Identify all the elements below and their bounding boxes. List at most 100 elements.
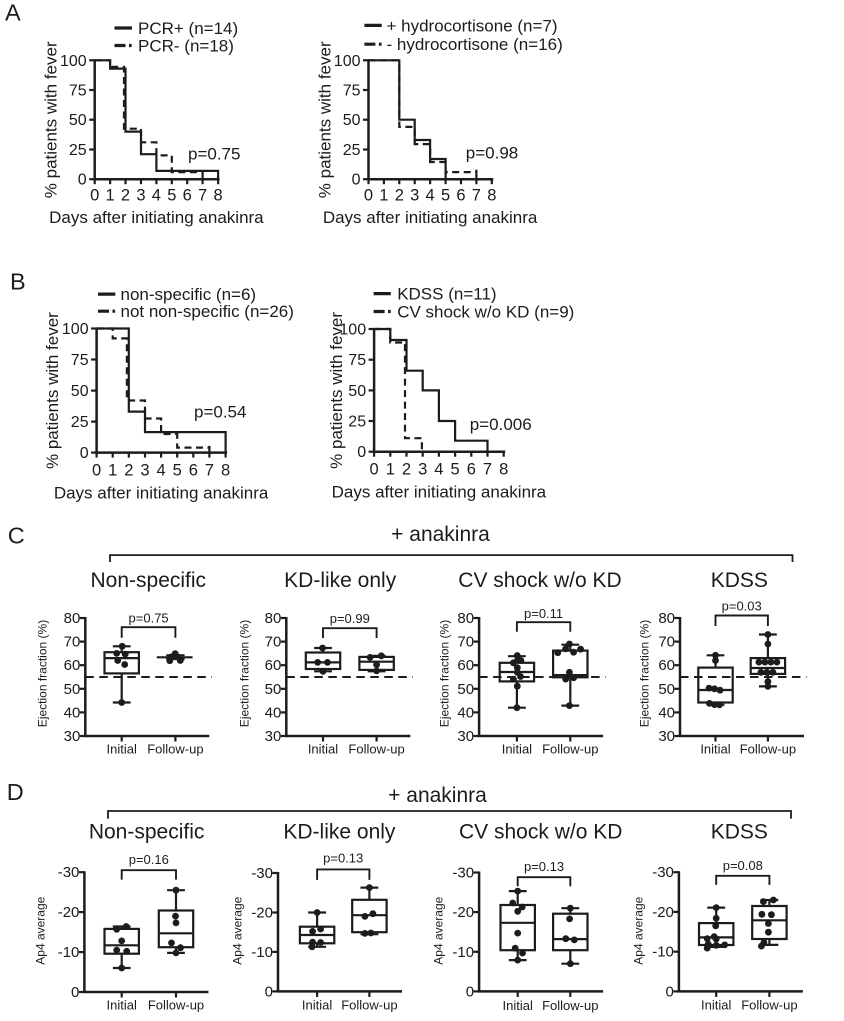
svg-text:Follow-up: Follow-up: [341, 998, 397, 1013]
svg-text:Ap4 average: Ap4 average: [432, 896, 446, 964]
svg-text:+ anakinra: + anakinra: [391, 523, 490, 546]
svg-text:25: 25: [69, 142, 87, 159]
svg-text:80: 80: [457, 610, 474, 627]
svg-text:Ap4 average: Ap4 average: [34, 896, 48, 964]
svg-text:0: 0: [666, 983, 674, 1000]
svg-text:70: 70: [658, 634, 675, 651]
svg-text:2: 2: [124, 462, 133, 480]
svg-text:6: 6: [467, 461, 476, 479]
svg-text:p=0.99: p=0.99: [330, 611, 370, 626]
svg-text:p=0.13: p=0.13: [323, 851, 363, 866]
svg-text:A: A: [5, 0, 21, 26]
svg-text:p=0.08: p=0.08: [723, 858, 763, 873]
svg-text:Initial: Initial: [502, 742, 532, 757]
svg-text:- hydrocortisone (n=16): - hydrocortisone (n=16): [387, 35, 563, 54]
svg-text:Ap4 average: Ap4 average: [231, 896, 245, 964]
svg-text:4: 4: [152, 187, 161, 205]
svg-text:Days after initiating anakinra: Days after initiating anakinra: [54, 484, 269, 503]
svg-text:80: 80: [64, 610, 81, 627]
svg-text:75: 75: [71, 352, 89, 369]
svg-text:3: 3: [136, 187, 145, 205]
svg-text:KD-like only: KD-like only: [284, 569, 397, 592]
svg-text:5: 5: [167, 187, 176, 205]
svg-text:40: 40: [658, 704, 675, 721]
svg-text:80: 80: [265, 610, 282, 627]
svg-text:Ejection fraction (%): Ejection fraction (%): [638, 620, 652, 727]
svg-text:70: 70: [64, 634, 81, 651]
svg-text:-30: -30: [251, 865, 273, 882]
svg-text:75: 75: [69, 83, 87, 100]
svg-text:-20: -20: [58, 904, 80, 921]
svg-text:Follow-up: Follow-up: [147, 742, 203, 757]
svg-text:50: 50: [71, 383, 89, 400]
svg-text:50: 50: [457, 681, 474, 698]
svg-text:KDSS (n=11): KDSS (n=11): [397, 285, 496, 304]
svg-text:6: 6: [183, 187, 192, 205]
svg-text:40: 40: [265, 704, 282, 721]
svg-text:B: B: [10, 268, 26, 294]
svg-text:60: 60: [457, 657, 474, 674]
svg-text:4: 4: [157, 462, 166, 480]
svg-text:5: 5: [441, 187, 450, 205]
svg-text:-30: -30: [452, 865, 474, 882]
svg-text:60: 60: [658, 657, 675, 674]
svg-text:70: 70: [265, 634, 282, 651]
svg-text:30: 30: [265, 728, 282, 745]
svg-text:80: 80: [658, 610, 675, 627]
svg-text:Non-specific: Non-specific: [91, 569, 207, 592]
svg-text:Initial: Initial: [503, 998, 533, 1013]
svg-text:-20: -20: [652, 904, 674, 921]
svg-text:Initial: Initial: [302, 998, 332, 1013]
svg-text:-10: -10: [452, 944, 474, 961]
svg-text:non-specific (n=6): non-specific (n=6): [121, 285, 257, 304]
svg-text:7: 7: [205, 462, 214, 480]
svg-text:50: 50: [348, 383, 366, 400]
svg-text:Follow-up: Follow-up: [740, 742, 796, 757]
svg-text:8: 8: [214, 187, 223, 205]
svg-text:Initial: Initial: [308, 742, 338, 757]
svg-text:PCR- (n=18): PCR- (n=18): [138, 37, 234, 56]
svg-text:0: 0: [92, 462, 101, 480]
svg-text:2: 2: [402, 461, 411, 479]
svg-text:Ejection fraction (%): Ejection fraction (%): [438, 620, 452, 727]
svg-text:0: 0: [71, 984, 79, 1001]
svg-text:Initial: Initial: [701, 998, 731, 1013]
svg-text:40: 40: [457, 704, 474, 721]
svg-text:Days after initiating anakinra: Days after initiating anakinra: [49, 208, 264, 227]
svg-text:% patients with fever: % patients with fever: [327, 312, 346, 469]
svg-text:p=0.75: p=0.75: [129, 611, 169, 626]
svg-text:3: 3: [140, 462, 149, 480]
svg-text:PCR+ (n=14): PCR+ (n=14): [138, 19, 238, 38]
svg-text:3: 3: [418, 461, 427, 479]
svg-text:5: 5: [173, 462, 182, 480]
svg-text:50: 50: [64, 681, 81, 698]
svg-text:25: 25: [343, 142, 361, 159]
svg-text:Days after initiating anakinra: Days after initiating anakinra: [332, 483, 547, 502]
svg-text:p=0.98: p=0.98: [466, 144, 518, 163]
svg-text:8: 8: [221, 462, 230, 480]
svg-text:1: 1: [106, 187, 115, 205]
svg-text:Ap4 average: Ap4 average: [632, 896, 646, 964]
svg-text:KDSS: KDSS: [711, 569, 768, 592]
svg-text:+ anakinra: + anakinra: [388, 784, 487, 807]
svg-text:25: 25: [71, 414, 89, 431]
svg-text:100: 100: [334, 53, 361, 70]
svg-text:p=0.16: p=0.16: [129, 852, 169, 867]
svg-text:0: 0: [364, 187, 373, 205]
svg-text:Follow-up: Follow-up: [148, 998, 204, 1013]
svg-text:70: 70: [457, 634, 474, 651]
svg-text:-30: -30: [652, 864, 674, 881]
svg-text:1: 1: [379, 187, 388, 205]
svg-text:100: 100: [60, 53, 87, 70]
svg-text:4: 4: [434, 461, 443, 479]
svg-text:0: 0: [352, 172, 361, 189]
svg-text:0: 0: [357, 444, 366, 461]
svg-text:Follow-up: Follow-up: [542, 998, 598, 1013]
svg-text:KD-like only: KD-like only: [283, 821, 396, 844]
svg-text:-10: -10: [58, 944, 80, 961]
svg-text:30: 30: [457, 728, 474, 745]
svg-text:0: 0: [466, 983, 474, 1000]
svg-text:1: 1: [108, 462, 117, 480]
svg-text:Follow-up: Follow-up: [741, 998, 797, 1013]
svg-text:Initial: Initial: [107, 998, 137, 1013]
